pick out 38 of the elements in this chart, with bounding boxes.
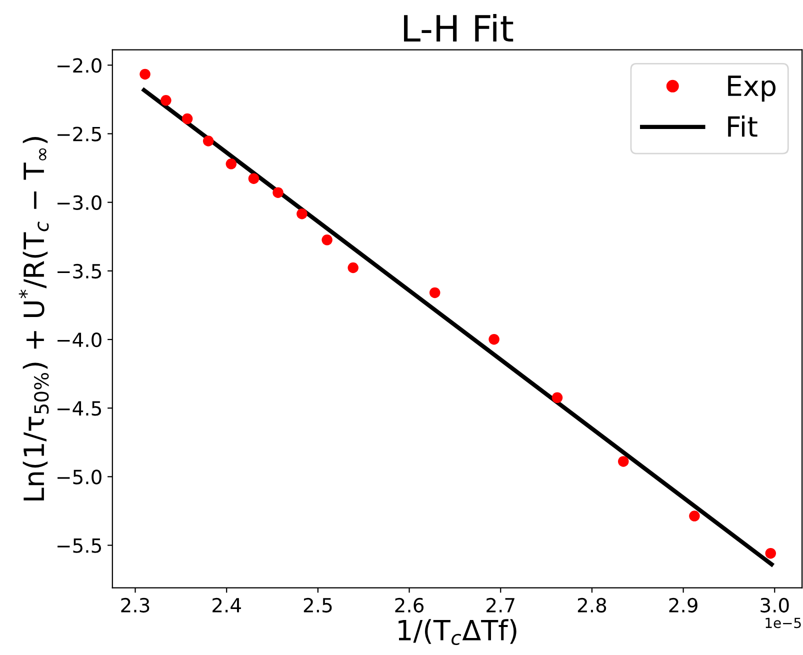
y-tick-label: −3.0 [58,195,102,210]
y-tick-label: −5.0 [58,470,102,484]
point [488,334,500,345]
x-tick-label: 2.7 [486,598,514,612]
y-tick-label: −3.5 [58,264,101,279]
x-tick-label: 2.6 [395,598,424,613]
point [182,113,193,124]
y-tick-label: −2.5 [58,126,101,142]
point [248,173,260,184]
y-tick-label: −4.0 [58,332,102,348]
point [272,187,284,198]
point [429,287,440,298]
y-tick-label: −2.0 [58,58,102,73]
point [160,95,172,106]
y-tick-label: −4.5 [58,401,101,416]
point [552,392,563,404]
point [202,136,214,146]
point [618,456,629,467]
y-tick-label: −5.5 [58,538,101,553]
x-tick-label: 2.4 [212,598,241,612]
x-axis-title: 1/(T$_{c}$ΔTf) [398,619,516,646]
point [296,208,308,220]
x-tick-label: 3.0 [760,598,789,613]
x-tick-label: 2.5 [304,598,332,613]
chart-title: L-H Fit [404,14,514,42]
legend-label: Fit [728,116,758,137]
x-tick-label: 2.9 [669,598,698,613]
point [765,548,776,559]
point [226,158,237,170]
point [322,234,332,246]
text: Ln(1/τ$_{50%}$) + U$^{*}$/R(T$_{c}$ − T$_{∞}$) [18,137,49,500]
x-tick-label: 2.3 [121,598,150,613]
x-tick-label: 2.8 [578,598,606,613]
point [140,68,150,80]
point [348,262,358,274]
text: 1e−5 [766,618,801,628]
legend-label: Exp [728,76,776,102]
point [689,510,700,522]
